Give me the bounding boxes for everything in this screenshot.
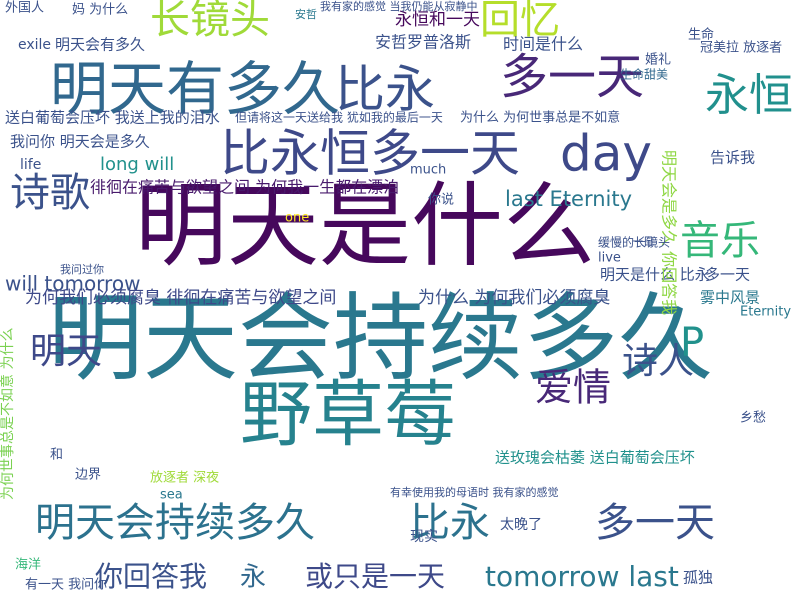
word: exile (18, 37, 51, 53)
word: 为什么 为何世事总是不如意 (460, 110, 620, 126)
word: life (20, 157, 41, 173)
word: day (560, 125, 652, 183)
word: 我问你 明天会是多久 (10, 133, 150, 151)
word: last Eternity (505, 187, 632, 211)
word: 明天 (30, 331, 102, 372)
word: 边界 (75, 468, 101, 483)
word: 比永 (335, 61, 435, 119)
word: P (680, 320, 704, 366)
word: 我有家的感觉 当我仍能从寂静中 (320, 0, 478, 13)
word: 一日 (632, 235, 654, 248)
word: 乡愁 (740, 411, 766, 426)
word: 放逐者 深夜 (150, 471, 219, 486)
word: 太晚了 (500, 517, 542, 533)
word: 明天是什么 (135, 172, 595, 279)
word: 明天会持续多久 (35, 500, 315, 546)
word: 野草莓 (240, 373, 456, 457)
word: long will (100, 154, 174, 175)
word: live (598, 251, 621, 266)
word: 安哲 (295, 7, 317, 21)
word: 婚礼 (645, 52, 671, 68)
word: 比永恒多一天 (220, 125, 520, 183)
word: 明天会有多久 (55, 36, 145, 54)
word: 音乐 (680, 218, 760, 264)
word: 明天是什么 比永 (600, 266, 710, 284)
word: 雾中风景 (700, 289, 760, 307)
word: 你回答我 (95, 560, 207, 593)
word: one (285, 211, 309, 226)
word: 长镜头 (150, 0, 270, 43)
word: 孤独 (683, 569, 713, 587)
word: 为何世事总是不如意 为什么 (0, 328, 16, 500)
word: 送玫瑰会枯萎 送白葡萄会压坏 (495, 449, 695, 467)
word: will tomorrow (5, 272, 140, 296)
word: 永恒 (705, 70, 793, 121)
word: 送白葡萄会压坏 我送上我的泪水 (5, 109, 220, 127)
word: 为何我们必须腐臭 徘徊在痛苦与欲望之间 (25, 288, 336, 308)
word: 和 (50, 448, 63, 463)
word: 缓慢的长镜头 (598, 235, 670, 250)
word: Eternity (740, 305, 791, 320)
word: 明天会是多久 你回答我 (660, 150, 679, 315)
word: 生命 (688, 27, 714, 43)
word: 多一天 (705, 266, 750, 284)
word: tomorrow last (485, 560, 679, 593)
word: 有一天 我问你 (25, 578, 107, 593)
word: 多一天 (500, 49, 644, 105)
word: 明天有多久 (50, 55, 340, 123)
word: 外国人 (5, 1, 44, 16)
word: 为什么 为何我们必须腐臭 (418, 288, 610, 308)
word: 回忆 (480, 0, 560, 43)
word: 告诉我 (710, 149, 755, 167)
word: 永恒和一天 (395, 10, 480, 30)
word: 海洋 (15, 558, 41, 573)
word: 生命甜美 (620, 67, 668, 82)
word: 现实 (410, 529, 438, 545)
word: 你说 (428, 193, 454, 208)
word: 有幸使用我的母语时 我有家的感觉 (390, 485, 559, 499)
word: 或只是一天 (305, 560, 445, 593)
word: 永 (240, 563, 266, 593)
word: 诗人 (622, 341, 694, 382)
word: 徘徊在痛苦与欲望之间 为何我一生都在漂泊 (90, 178, 399, 197)
word: 时间是什么 (503, 35, 583, 54)
word: 但请将这一天送给我 犹如我的最后一天 (235, 110, 443, 125)
word: 诗歌 (10, 170, 90, 216)
word: sea (160, 488, 183, 503)
word: 明天会持续多久 (48, 284, 713, 394)
word: 冠美拉 放逐者 (700, 41, 782, 56)
word: 妈 为什么 (72, 3, 128, 18)
word: 我问过你 (60, 263, 104, 276)
word: 安哲罗普洛斯 (375, 33, 471, 52)
word: 多一天 (595, 500, 715, 546)
word: much (410, 163, 446, 178)
word: 比永 (410, 500, 490, 546)
word: 爱情 (535, 366, 611, 410)
